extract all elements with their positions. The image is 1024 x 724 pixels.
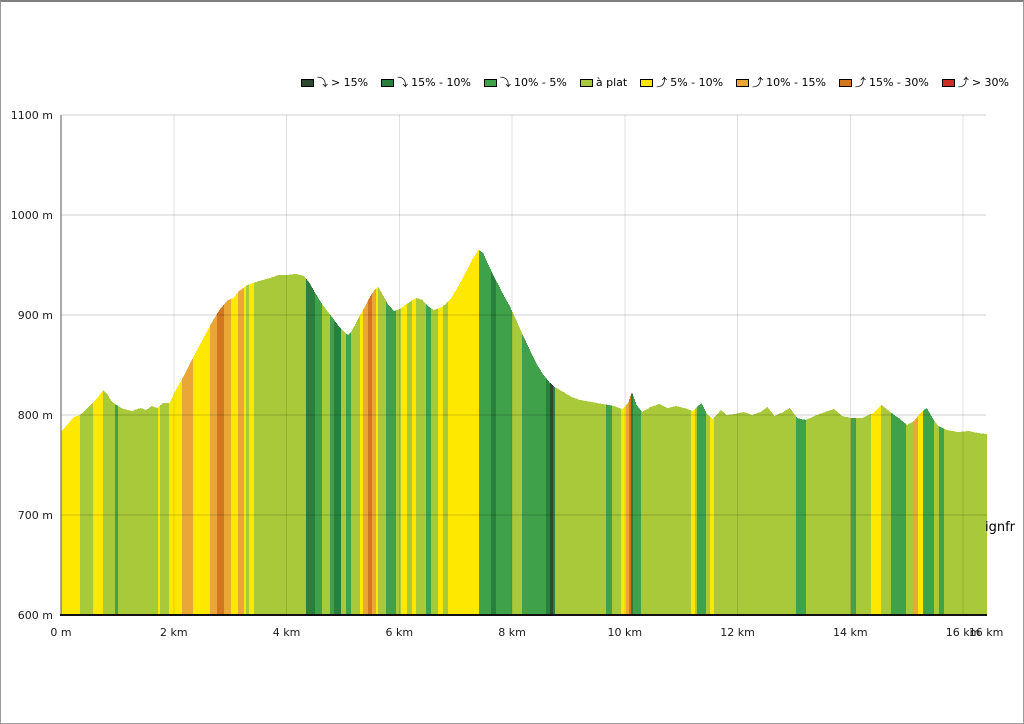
legend-swatch-icon bbox=[381, 78, 395, 87]
x-axis-tick-label: 6 km bbox=[385, 626, 414, 639]
legend-swatch-icon bbox=[483, 78, 497, 87]
ascent-arrow-icon: ⤴ bbox=[752, 76, 764, 89]
legend-item: à plat bbox=[579, 76, 628, 89]
ascent-arrow-icon: ⤴ bbox=[656, 76, 668, 89]
legend-item: ⤵ > 15% bbox=[300, 76, 369, 89]
x-axis-tick-label: 10 km bbox=[607, 626, 643, 639]
legend-swatch-icon bbox=[579, 78, 593, 87]
legend-label: 5% - 10% bbox=[670, 76, 724, 89]
y-axis-tick-label: 900 m bbox=[17, 309, 53, 322]
y-axis-tick-label: 1000 m bbox=[10, 209, 53, 222]
legend-item: ⤴ 5% - 10% bbox=[640, 76, 723, 89]
legend-swatch-icon bbox=[640, 78, 654, 87]
legend-swatch-icon bbox=[941, 78, 955, 87]
y-axis-tick-label: 1100 m bbox=[10, 109, 53, 122]
y-axis-tick-label: 700 m bbox=[17, 509, 53, 522]
y-axis-tick-label: 600 m bbox=[17, 609, 53, 622]
ascent-arrow-icon: ⤴ bbox=[854, 76, 866, 89]
x-axis-tick-label: 0 m bbox=[50, 626, 72, 639]
ign-attribution: ignfr bbox=[985, 520, 1016, 535]
legend-item: ⤴ > 30% bbox=[941, 76, 1009, 89]
y-axis-tick-label: 800 m bbox=[17, 409, 53, 422]
legend-label: > 15% bbox=[330, 76, 369, 89]
descent-arrow-icon: ⤵ bbox=[499, 76, 511, 89]
legend-swatch-icon bbox=[838, 78, 852, 87]
legend-label: 15% - 10% bbox=[411, 76, 471, 89]
x-axis-tick-label: 16 km bbox=[945, 626, 981, 639]
legend-item: ⤴ 15% - 30% bbox=[838, 76, 929, 89]
legend-swatch-icon bbox=[300, 78, 314, 87]
legend-item: ⤴ 10% - 15% bbox=[736, 76, 826, 89]
x-axis-tick-label: 2 km bbox=[159, 626, 188, 639]
legend-label: à plat bbox=[595, 76, 628, 89]
legend-item: ⤵ 15% - 10% bbox=[381, 76, 471, 89]
legend-item: ⤵ 10% - 5% bbox=[483, 76, 567, 89]
ascent-arrow-icon: ⤴ bbox=[957, 76, 969, 89]
descent-arrow-icon: ⤵ bbox=[397, 76, 409, 89]
x-axis-tick-label: 14 km bbox=[832, 626, 868, 639]
legend-swatch-icon bbox=[736, 78, 750, 87]
x-axis-tick-label: 12 km bbox=[720, 626, 755, 639]
legend-label: > 30% bbox=[971, 76, 1009, 89]
x-axis-tick-label: 16 km bbox=[968, 626, 1004, 639]
gradient-legend: ⤵ > 15% ⤵ 15% - 10% ⤵ 10% - 5% à plat ⤴ 5% - 10%… bbox=[300, 76, 1009, 89]
x-axis-tick-label: 8 km bbox=[498, 626, 526, 639]
legend-label: 10% - 15% bbox=[766, 76, 826, 89]
x-axis-tick-label: 4 km bbox=[272, 626, 301, 639]
legend-label: 15% - 30% bbox=[868, 76, 929, 89]
descent-arrow-icon: ⤵ bbox=[316, 76, 328, 89]
legend-label: 10% - 5% bbox=[513, 76, 567, 89]
